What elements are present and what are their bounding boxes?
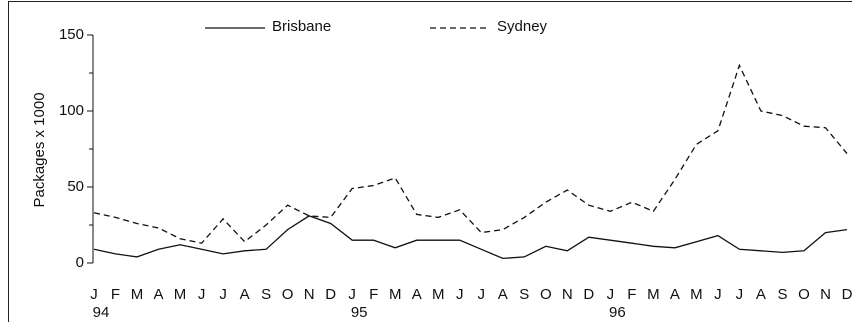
frame xyxy=(8,1,852,322)
x-tick-label: M xyxy=(131,286,144,303)
x-tick-label: J xyxy=(607,286,615,303)
x-tick-label: F xyxy=(111,286,120,303)
x-tick-label: O xyxy=(540,286,552,303)
year-label: 96 xyxy=(609,304,626,321)
x-tick-label: J xyxy=(478,286,486,303)
y-tick-label: 100 xyxy=(59,102,84,119)
x-tick-label: A xyxy=(670,286,680,303)
x-tick-label: S xyxy=(261,286,271,303)
legend-label: Brisbane xyxy=(272,18,331,35)
x-tick-label: M xyxy=(432,286,445,303)
x-tick-label: S xyxy=(777,286,787,303)
y-axis-label: Packages x 1000 xyxy=(31,92,48,207)
x-tick-label: A xyxy=(498,286,508,303)
x-tick-label: S xyxy=(519,286,529,303)
x-tick-label: M xyxy=(174,286,187,303)
x-tick-label: J xyxy=(456,286,464,303)
x-tick-label: N xyxy=(820,286,831,303)
series-line xyxy=(93,63,848,244)
y-tick-label: 50 xyxy=(67,178,84,195)
x-tick-label: D xyxy=(325,286,336,303)
x-tick-label: O xyxy=(798,286,810,303)
x-tick-label: D xyxy=(583,286,594,303)
year-label: 94 xyxy=(93,304,110,321)
x-tick-label: J xyxy=(348,286,356,303)
legend-label: Sydney xyxy=(497,18,548,35)
x-tick-label: J xyxy=(736,286,744,303)
x-tick-label: A xyxy=(412,286,422,303)
x-tick-label: J xyxy=(219,286,227,303)
x-tick-label: F xyxy=(627,286,636,303)
y-tick-label: 150 xyxy=(59,26,84,43)
x-tick-label: M xyxy=(389,286,402,303)
x-tick-label: A xyxy=(154,286,164,303)
x-tick-label: N xyxy=(562,286,573,303)
x-tick-label: N xyxy=(304,286,315,303)
x-tick-label: M xyxy=(690,286,703,303)
x-tick-label: J xyxy=(198,286,206,303)
year-label: 95 xyxy=(351,304,368,321)
x-tick-label: M xyxy=(647,286,660,303)
x-tick-label: J xyxy=(714,286,722,303)
x-tick-label: J xyxy=(90,286,98,303)
x-tick-label: A xyxy=(240,286,250,303)
x-tick-label: A xyxy=(756,286,766,303)
y-tick-label: 0 xyxy=(76,254,84,271)
x-tick-label: O xyxy=(282,286,294,303)
x-tick-label: F xyxy=(369,286,378,303)
x-tick-label: D xyxy=(842,286,852,303)
series-line xyxy=(93,215,848,260)
